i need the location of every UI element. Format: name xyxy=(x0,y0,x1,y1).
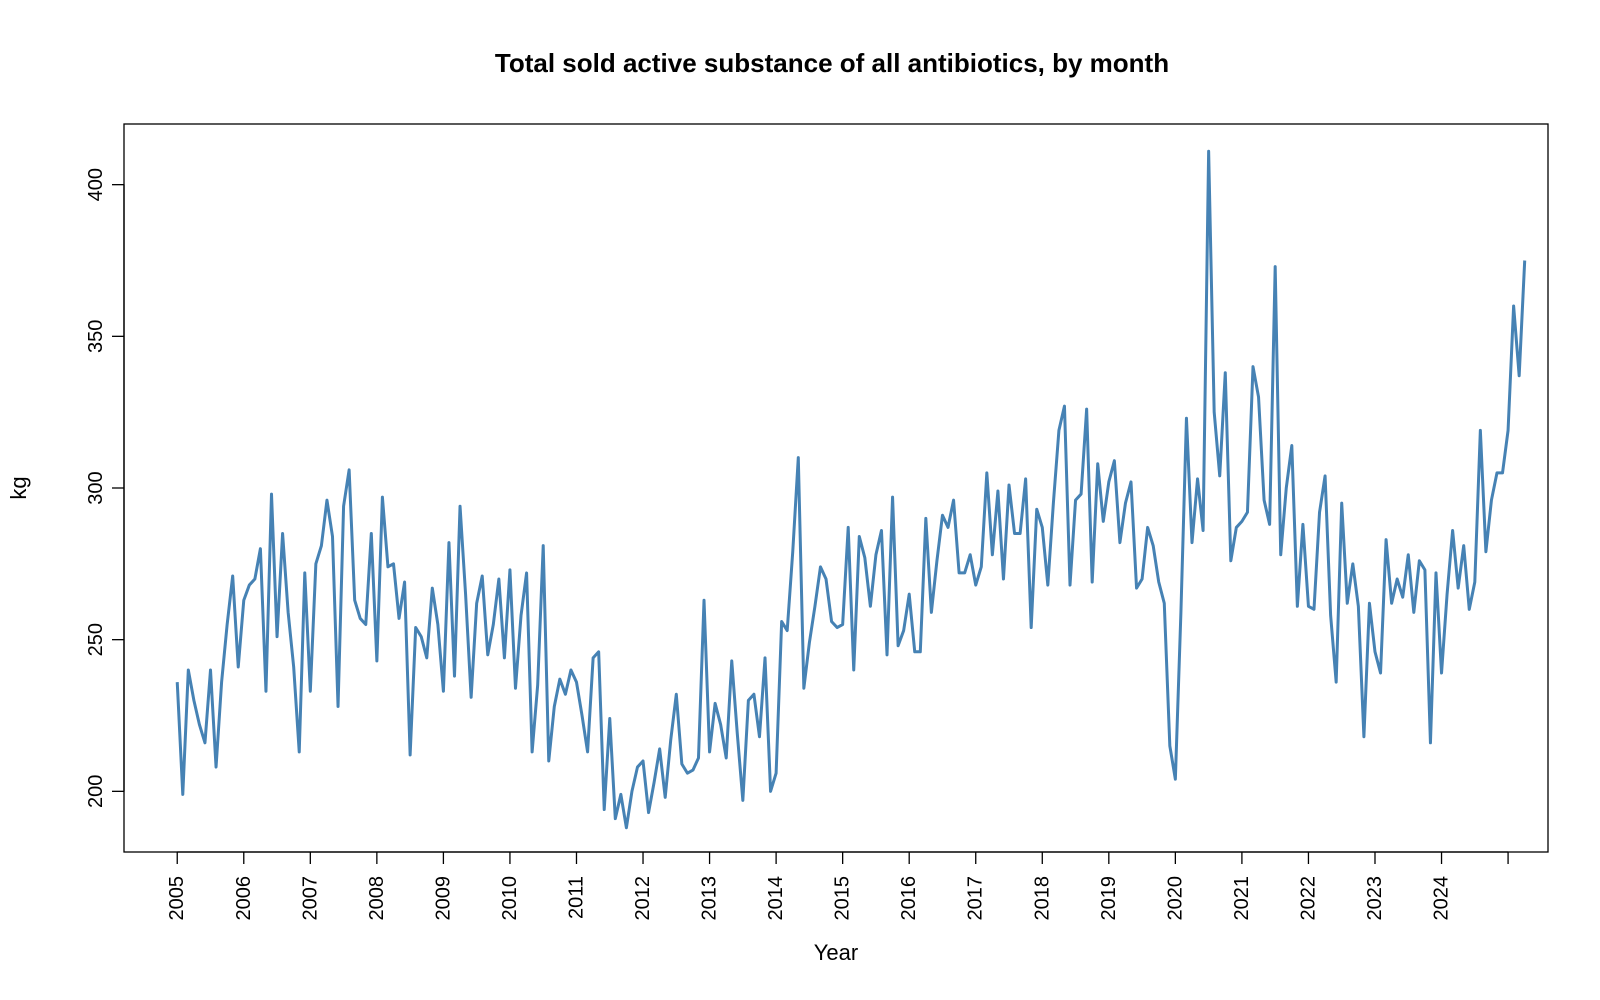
y-tick-label: 200 xyxy=(85,775,107,808)
x-tick-label: 2017 xyxy=(965,876,987,921)
x-tick-label: 2016 xyxy=(898,876,920,921)
chart-title: Total sold active substance of all antib… xyxy=(495,48,1169,78)
x-tick-label: 2012 xyxy=(632,876,654,921)
x-tick-label: 2018 xyxy=(1031,876,1053,921)
x-tick-label: 2015 xyxy=(832,876,854,921)
x-tick-label: 2019 xyxy=(1098,876,1120,921)
y-tick-label: 400 xyxy=(85,168,107,201)
y-axis-label: kg xyxy=(6,476,31,499)
x-tick-label: 2022 xyxy=(1297,876,1319,921)
y-tick-label: 300 xyxy=(85,471,107,504)
y-tick-label: 250 xyxy=(85,623,107,656)
x-axis-label: Year xyxy=(814,940,858,965)
x-tick-label: 2008 xyxy=(366,876,388,921)
x-tick-label: 2020 xyxy=(1164,876,1186,921)
x-tick-label: 2005 xyxy=(166,876,188,921)
plot-area xyxy=(123,123,1549,853)
x-axis: 2005 2006 2007 2008 2009 2010 2011 2012 2013 2014… xyxy=(166,851,1509,921)
x-tick-label: 2010 xyxy=(499,876,521,921)
y-axis: 200 250 300 350 400 xyxy=(85,168,125,808)
x-tick-label: 2007 xyxy=(299,876,321,921)
x-tick-label: 2023 xyxy=(1364,876,1386,921)
x-tick-label: 2011 xyxy=(565,876,587,919)
x-tick-label: 2014 xyxy=(765,876,787,921)
x-tick-label: 2013 xyxy=(699,876,721,921)
x-tick-label: 2006 xyxy=(233,876,255,921)
x-tick-label: 2021 xyxy=(1231,876,1253,921)
x-tick-label: 2024 xyxy=(1431,876,1453,921)
y-tick-label: 350 xyxy=(85,320,107,353)
x-tick-label: 2009 xyxy=(432,876,454,921)
series-line xyxy=(175,149,1527,830)
